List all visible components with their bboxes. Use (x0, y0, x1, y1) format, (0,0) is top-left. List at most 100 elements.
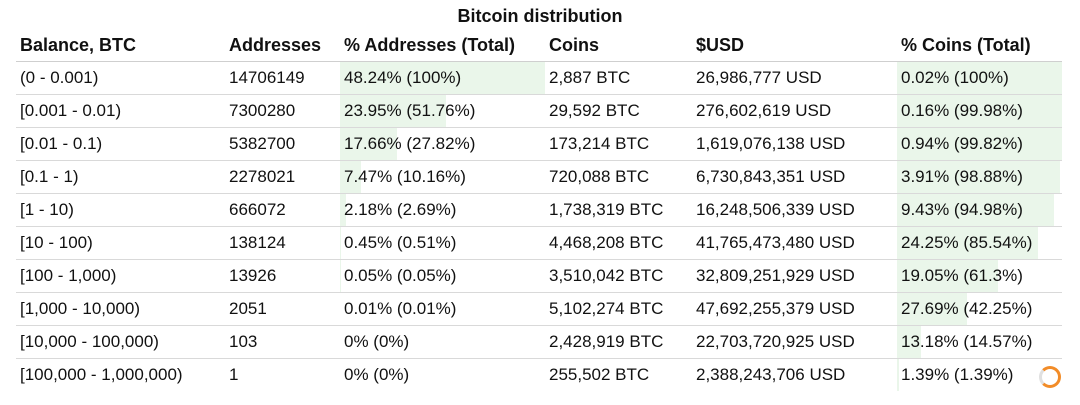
cell-usd: 47,692,255,379 USD (692, 292, 897, 326)
cell-pct-coins-text: 3.91% (98.88%) (901, 167, 1023, 186)
cell-pct-addresses-text: 7.47% (10.16%) (344, 167, 466, 186)
cell-pct-addresses: 0.01% (0.01%) (340, 292, 545, 326)
cell-pct-coins-text: 19.05% (61.3%) (901, 266, 1023, 285)
table-row: [1,000 - 10,000) 2051 0.01% (0.01%) 5,102,2… (16, 292, 1062, 326)
cell-balance: [0.001 - 0.01) (16, 94, 225, 128)
cell-usd: 16,248,506,339 USD (692, 193, 897, 227)
table-title: Bitcoin distribution (457, 6, 623, 26)
cell-pct-coins-text: 24.25% (85.54%) (901, 233, 1033, 252)
cell-balance: [1,000 - 10,000) (16, 292, 225, 326)
cell-pct-coins: 19.05% (61.3%) (897, 259, 1062, 293)
cell-usd: 32,809,251,929 USD (692, 259, 897, 293)
cell-addresses: 103 (225, 325, 340, 359)
cell-pct-coins: 0.94% (99.82%) (897, 127, 1062, 161)
table-row: [10 - 100) 138124 0.45% (0.51%) 4,468,208 B… (16, 226, 1062, 260)
cell-addresses: 2278021 (225, 160, 340, 194)
cell-pct-addresses-text: 17.66% (27.82%) (344, 134, 476, 153)
cell-pct-addresses-text: 0.05% (0.05%) (344, 266, 457, 285)
cell-addresses: 5382700 (225, 127, 340, 161)
table-row: [100,000 - 1,000,000) 1 0% (0%) 255,502 BTC… (16, 358, 1062, 391)
cell-addresses: 7300280 (225, 94, 340, 128)
cell-addresses: 1 (225, 358, 340, 391)
cell-coins: 255,502 BTC (545, 358, 692, 391)
cell-pct-addresses-text: 0.45% (0.51%) (344, 233, 457, 252)
cell-pct-coins: 3.91% (98.88%) (897, 160, 1062, 194)
cell-balance: [100 - 1,000) (16, 259, 225, 293)
cell-pct-addresses: 0.05% (0.05%) (340, 259, 545, 293)
header-row: Balance, BTC Addresses % Addresses (Tota… (16, 30, 1062, 62)
cell-pct-coins: 24.25% (85.54%) (897, 226, 1062, 260)
cell-balance: [10,000 - 100,000) (16, 325, 225, 359)
cell-pct-coins-text: 0.94% (99.82%) (901, 134, 1023, 153)
share-bar (897, 326, 922, 358)
cell-balance: [1 - 10) (16, 193, 225, 227)
cell-balance: (0 - 0.001) (16, 61, 225, 95)
cell-pct-coins: 27.69% (42.25%) (897, 292, 1062, 326)
cell-pct-coins-text: 0.16% (99.98%) (901, 101, 1023, 120)
share-bar (897, 260, 999, 292)
table-row: (0 - 0.001) 14706149 48.24% (100%) 2,887 BT… (16, 61, 1062, 95)
share-bar (340, 194, 346, 226)
cell-addresses: 666072 (225, 193, 340, 227)
share-bar (897, 161, 1061, 193)
table-row: [0.001 - 0.01) 7300280 23.95% (51.76%) 29,5… (16, 94, 1062, 128)
cell-pct-coins-text: 27.69% (42.25%) (901, 299, 1033, 318)
table-row: [0.1 - 1) 2278021 7.47% (10.16%) 720,088 BT… (16, 160, 1062, 194)
cell-pct-addresses-text: 0% (0%) (344, 365, 410, 384)
share-bar (897, 62, 1062, 94)
header-pct-addresses: % Addresses (Total) (344, 35, 516, 55)
share-bar (340, 128, 398, 160)
cell-pct-addresses-text: 0.01% (0.01%) (344, 299, 457, 318)
share-bar (897, 194, 1054, 226)
cell-coins: 3,510,042 BTC (545, 259, 692, 293)
cell-pct-coins: 9.43% (94.98%) (897, 193, 1062, 227)
cell-pct-addresses: 0.45% (0.51%) (340, 226, 545, 260)
cell-coins: 29,592 BTC (545, 94, 692, 128)
share-bar (897, 359, 900, 391)
distribution-table: Balance, BTC Addresses % Addresses (Tota… (16, 30, 1062, 391)
cell-pct-coins: 0.16% (99.98%) (897, 94, 1062, 128)
share-bar (897, 95, 1062, 127)
header-pct-coins: % Coins (Total) (901, 35, 1031, 55)
cell-pct-coins: 0.02% (100%) (897, 61, 1062, 95)
cell-pct-addresses: 7.47% (10.16%) (340, 160, 545, 194)
cell-coins: 5,102,274 BTC (545, 292, 692, 326)
header-usd: $USD (696, 35, 745, 55)
cell-balance: [10 - 100) (16, 226, 225, 260)
cell-balance: [0.1 - 1) (16, 160, 225, 194)
table-row: [0.01 - 0.1) 5382700 17.66% (27.82%) 173,21… (16, 127, 1062, 161)
cell-pct-coins: 1.39% (1.39%) (897, 358, 1062, 391)
cell-balance: [0.01 - 0.1) (16, 127, 225, 161)
cell-addresses: 138124 (225, 226, 340, 260)
cell-pct-coins: 13.18% (14.57%) (897, 325, 1062, 359)
share-bar (340, 227, 342, 259)
cell-pct-coins-text: 13.18% (14.57%) (901, 332, 1033, 351)
cell-pct-addresses: 17.66% (27.82%) (340, 127, 545, 161)
cell-pct-addresses: 0% (0%) (340, 358, 545, 391)
cell-coins: 4,468,208 BTC (545, 226, 692, 260)
cell-coins: 720,088 BTC (545, 160, 692, 194)
table-body: (0 - 0.001) 14706149 48.24% (100%) 2,887 BT… (16, 61, 1062, 391)
table-row: [10,000 - 100,000) 103 0% (0%) 2,428,919 BT… (16, 325, 1062, 359)
share-bar (897, 128, 1062, 160)
table-row: [1 - 10) 666072 2.18% (2.69%) 1,738,319 BTC… (16, 193, 1062, 227)
cell-pct-addresses-text: 2.18% (2.69%) (344, 200, 457, 219)
cell-pct-coins-text: 0.02% (100%) (901, 68, 1009, 87)
cell-pct-addresses: 0% (0%) (340, 325, 545, 359)
cell-usd: 1,619,076,138 USD (692, 127, 897, 161)
spinner-icon (1039, 366, 1061, 388)
cell-usd: 26,986,777 USD (692, 61, 897, 95)
header-balance: Balance, BTC (20, 35, 137, 55)
share-bar (897, 227, 1039, 259)
cell-pct-addresses-text: 23.95% (51.76%) (344, 101, 476, 120)
cell-usd: 276,602,619 USD (692, 94, 897, 128)
cell-usd: 6,730,843,351 USD (692, 160, 897, 194)
cell-usd: 41,765,473,480 USD (692, 226, 897, 260)
cell-pct-addresses-text: 48.24% (100%) (344, 68, 462, 87)
cell-coins: 173,214 BTC (545, 127, 692, 161)
cell-balance: [100,000 - 1,000,000) (16, 358, 225, 391)
cell-coins: 1,738,319 BTC (545, 193, 692, 227)
cell-addresses: 2051 (225, 292, 340, 326)
cell-usd: 2,388,243,706 USD (692, 358, 897, 391)
